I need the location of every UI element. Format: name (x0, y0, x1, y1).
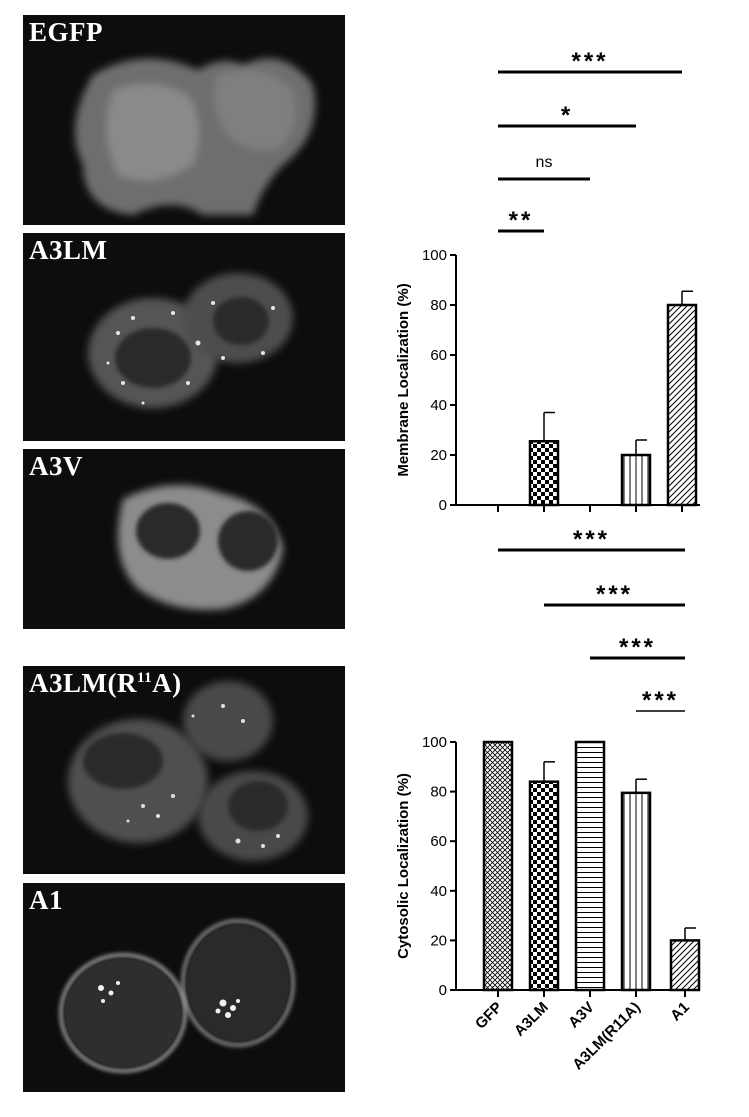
y-tick-label: 80 (430, 297, 447, 314)
y-tick-label: 100 (422, 247, 447, 264)
bar (666, 303, 698, 507)
bar (528, 780, 560, 992)
x-tick-label: GFP (472, 999, 506, 1033)
significance-label: *** (619, 634, 656, 661)
bar (620, 791, 652, 992)
panel-label-egfp: EGFP (29, 17, 103, 47)
significance-label: *** (642, 687, 679, 714)
bar (620, 453, 652, 507)
x-tick-label: A3V (565, 999, 598, 1032)
y-tick-label: 80 (430, 784, 447, 801)
panel-label-a3lm-r11a: A3LM(R11A) (29, 668, 182, 698)
bar (669, 939, 701, 992)
cell-image-egfp (23, 15, 345, 225)
panel-label-a1: A1 (29, 885, 63, 915)
y-axis-label: Cytosolic Localization (%) (395, 773, 412, 959)
panel-label-a3v: A3V (29, 451, 83, 481)
cell-image-a3lm (23, 233, 345, 441)
significance-label: *** (573, 526, 610, 553)
significance-label: * (561, 102, 573, 129)
micrograph-egfp: EGFP (23, 15, 345, 225)
micrograph-a3v: A3V (23, 449, 345, 629)
y-tick-label: 0 (439, 982, 447, 999)
y-tick-label: 40 (430, 397, 447, 414)
significance-label: ** (509, 207, 534, 234)
cell-image-a3v (23, 449, 345, 629)
x-tick-label: A3LM (511, 999, 552, 1040)
y-tick-label: 40 (430, 883, 447, 900)
y-tick-label: 60 (430, 833, 447, 850)
bar (528, 440, 560, 507)
y-tick-label: 60 (430, 347, 447, 364)
panel-label-a3lm: A3LM (29, 235, 108, 265)
cell-image-a3lm-r11a (23, 666, 345, 874)
y-tick-label: 0 (439, 497, 447, 514)
micrograph-a3lm-r11a: A3LM(R11A) (23, 666, 345, 874)
bar (482, 740, 514, 992)
significance-label: ns (536, 154, 553, 171)
significance-label: *** (596, 581, 633, 608)
bar (574, 740, 606, 992)
significance-label: *** (571, 48, 608, 75)
x-tick-label: A1 (667, 999, 693, 1025)
y-axis-label: Membrane Localization (%) (395, 283, 412, 476)
cytosolic-localization-chart: 0 20 40 60 80 100 Cytosolic Localization (%) GF… (395, 526, 701, 1073)
cell-image-a1 (23, 883, 345, 1092)
y-tick-label: 20 (430, 447, 447, 464)
y-tick-label: 100 (422, 734, 447, 751)
micrograph-a1: A1 (23, 883, 345, 1092)
y-tick-label: 20 (430, 932, 447, 949)
micrograph-a3lm: A3LM (23, 233, 345, 441)
